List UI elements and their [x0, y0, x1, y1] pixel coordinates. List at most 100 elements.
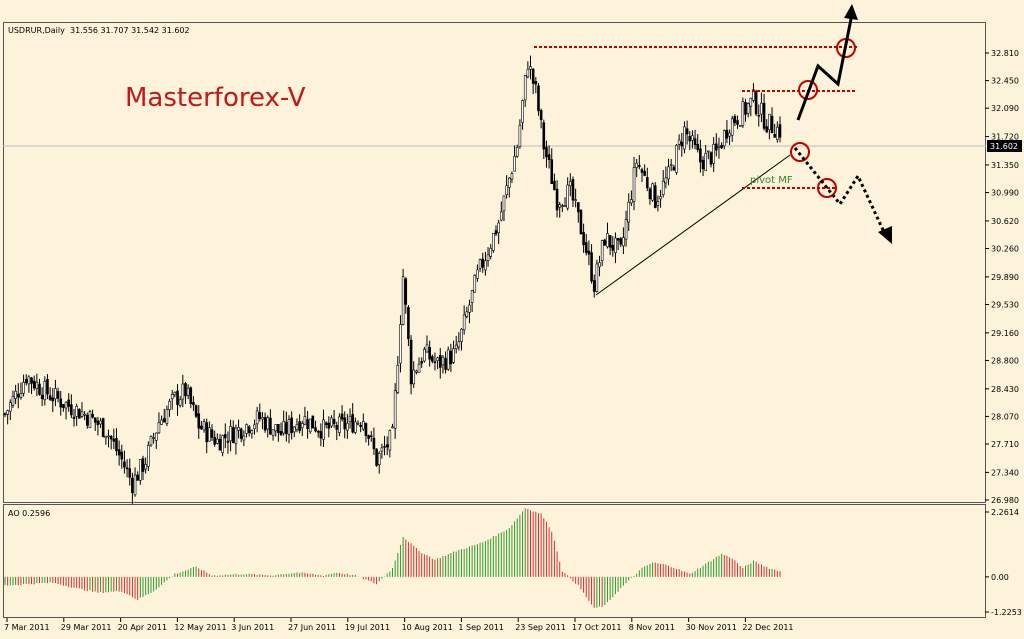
candle-body — [428, 347, 431, 360]
candle-body — [433, 361, 437, 364]
candle-body — [176, 390, 179, 406]
candle-body — [561, 205, 564, 207]
candle-body — [587, 250, 591, 255]
candle-body — [226, 440, 230, 443]
candle-body — [728, 132, 731, 137]
candle-body — [582, 232, 585, 246]
candle-body — [372, 437, 376, 450]
candle-body — [364, 423, 368, 436]
candle-body — [354, 421, 357, 433]
candle-body — [770, 115, 774, 133]
time-tick-label: 23 Sep 2011 — [515, 623, 566, 632]
candle-body — [622, 237, 625, 247]
candle-body — [274, 424, 278, 432]
candle-body — [255, 410, 259, 425]
candle-body — [640, 169, 644, 173]
candle-body — [754, 91, 758, 115]
candle-body — [736, 120, 739, 125]
candle-body — [404, 278, 408, 305]
candle-body — [391, 426, 394, 429]
candle-body — [768, 113, 771, 131]
candle-body — [107, 435, 110, 438]
time-tick-label: 29 Mar 2011 — [61, 623, 112, 632]
candle-body — [3, 413, 7, 416]
candle-body — [399, 324, 402, 364]
time-tick-label: 12 May 2011 — [174, 623, 226, 632]
bullish-scenario-arrow — [796, 13, 854, 121]
candle-body — [348, 415, 352, 422]
candle-body — [457, 341, 461, 348]
candle-body — [478, 259, 482, 269]
candle-body — [85, 414, 89, 426]
time-tick-label: 7 Mar 2011 — [4, 623, 50, 632]
candle-body — [210, 429, 214, 438]
candle-body — [253, 424, 256, 429]
candle-body — [380, 447, 384, 452]
candle-body — [330, 417, 333, 427]
candle-body — [576, 202, 580, 213]
ao-tick-label: 2.2614 — [991, 508, 1019, 517]
candle-body — [327, 422, 331, 429]
time-axis: 7 Mar 2011 29 Mar 2011 20 Apr 2011 12 May 2… — [4, 618, 794, 632]
candle-body — [362, 421, 365, 430]
candle-body — [598, 262, 601, 268]
candle-body — [555, 188, 559, 211]
candle-body — [757, 114, 761, 117]
candle-body — [250, 430, 254, 435]
candle-body — [420, 361, 423, 364]
candle-body — [534, 81, 538, 85]
candle-body — [476, 269, 479, 279]
price-tick-label: 32.810 — [991, 49, 1019, 58]
candle-body — [346, 422, 349, 431]
candle-body — [311, 415, 315, 429]
price-tick-label: 30.260 — [991, 245, 1019, 254]
candle-body — [385, 444, 389, 448]
candle-body — [263, 417, 267, 431]
candle-body — [19, 393, 23, 398]
candle-body — [139, 459, 142, 481]
price-tick-label: 32.090 — [991, 104, 1019, 113]
price-tick-label: 28.070 — [991, 412, 1019, 421]
candle-body — [776, 126, 779, 140]
ao-tick-label: -1.2253 — [991, 608, 1022, 617]
candle-body — [147, 445, 150, 467]
candle-body — [423, 349, 426, 362]
candle-body — [566, 184, 569, 209]
candle-body — [88, 411, 92, 428]
breakout-circle — [798, 80, 818, 100]
candle-body — [489, 247, 493, 257]
candle-body — [303, 416, 307, 425]
candle-body — [115, 438, 118, 452]
candle-body — [661, 180, 665, 195]
candle-body — [287, 419, 291, 435]
watermark-text: Masterforex-V — [125, 83, 306, 113]
candle-body — [600, 240, 604, 261]
candle-body — [120, 451, 124, 460]
candle-body — [62, 403, 65, 408]
price-tick-label: 26.980 — [991, 496, 1019, 505]
candle-body — [584, 242, 588, 253]
candle-body — [51, 397, 55, 402]
candle-body — [80, 411, 84, 417]
candle-body — [563, 205, 567, 207]
candle-body — [170, 394, 174, 400]
candle-body — [444, 357, 447, 370]
candle-body — [290, 417, 293, 434]
price-panel-frame — [3, 22, 986, 503]
candle-body — [218, 438, 222, 451]
candle-body — [144, 464, 147, 470]
candle-body — [643, 170, 646, 176]
candle-body — [306, 419, 309, 429]
candle-body — [547, 154, 551, 161]
price-tick-label: 29.160 — [991, 329, 1019, 338]
candle-body — [178, 399, 182, 406]
candle-body — [407, 307, 410, 340]
candle-body — [200, 425, 203, 430]
trendline — [595, 154, 791, 296]
candle-body — [630, 199, 633, 204]
candle-body — [539, 109, 543, 121]
candle-body — [128, 468, 132, 478]
candle-body — [322, 419, 325, 440]
candle-body — [277, 424, 280, 433]
